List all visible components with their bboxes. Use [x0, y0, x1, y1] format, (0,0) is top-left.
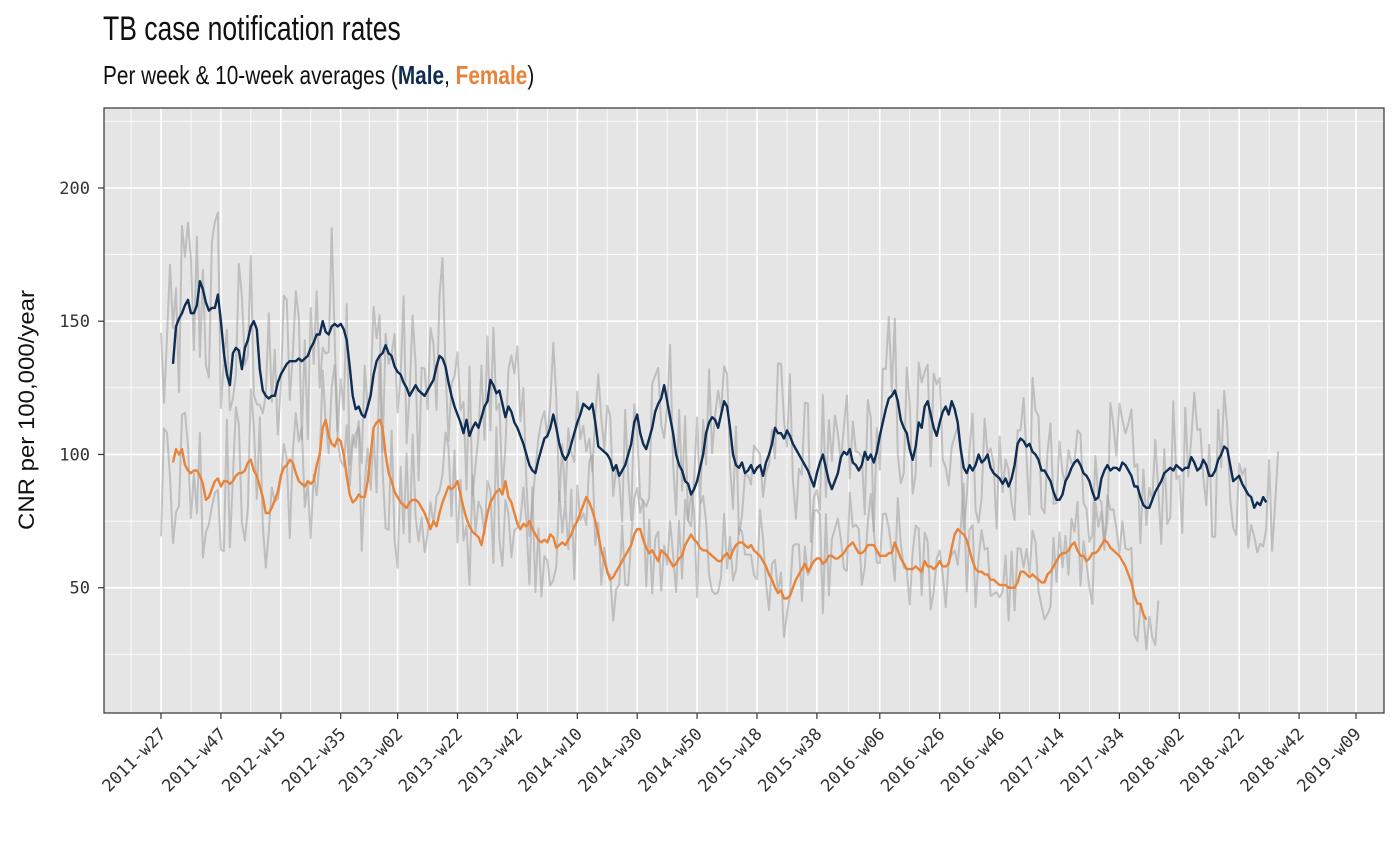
- x-axis: 2011-w272011-w472012-w152012-w352013-w02…: [98, 713, 1366, 796]
- x-tick-label: 2018-w22: [1177, 724, 1249, 796]
- x-tick-label: 2017-w34: [1057, 724, 1129, 796]
- x-tick-label: 2013-w42: [455, 724, 527, 796]
- x-tick-label: 2011-w47: [158, 724, 230, 796]
- weekly-lines: [160, 211, 1280, 651]
- subtitle-separator: ,: [444, 60, 456, 90]
- average-lines: [171, 280, 1268, 621]
- y-tick-label: 100: [59, 445, 90, 465]
- x-tick-label: 2014-w30: [575, 724, 647, 796]
- grid-major: [104, 108, 1384, 713]
- subtitle-female-label: Female: [455, 60, 528, 90]
- chart-subtitle: Per week & 10-week averages (Male, Femal…: [103, 60, 534, 91]
- y-axis-label: CNR per 100,000/year: [14, 290, 39, 530]
- average-line-male: [171, 280, 1268, 509]
- y-tick-label: 50: [70, 579, 90, 599]
- x-tick-label: 2015-w18: [694, 724, 766, 796]
- subtitle-suffix: ): [527, 60, 535, 90]
- x-tick-label: 2018-w02: [1117, 724, 1189, 796]
- plot-border: [103, 107, 1385, 714]
- x-tick-label: 2016-w06: [817, 724, 889, 796]
- weekly-line-female: [160, 353, 1160, 651]
- x-tick-label: 2014-w50: [635, 724, 707, 796]
- plot-panel: [104, 108, 1384, 713]
- x-tick-label: 2015-w38: [754, 724, 826, 796]
- subtitle-male-label: Male: [397, 60, 445, 90]
- x-tick-label: 2016-w46: [937, 724, 1009, 796]
- y-tick-label: 150: [59, 312, 90, 332]
- y-tick-label: 200: [59, 179, 90, 199]
- weekly-line-male: [160, 211, 1280, 554]
- subtitle-prefix: Per week & 10-week averages (: [103, 60, 398, 90]
- grid-minor: [104, 108, 1384, 713]
- y-axis: 50 100 150 200: [59, 179, 104, 599]
- x-tick-label: 2013-w22: [395, 724, 467, 796]
- x-tick-label: 2011-w27: [98, 724, 170, 796]
- x-tick-label: 2012-w15: [218, 724, 290, 796]
- average-line-female: [171, 418, 1148, 621]
- chart-title: TB case notification rates: [103, 10, 401, 48]
- x-tick-label: 2016-w26: [877, 724, 949, 796]
- x-tick-label: 2014-w10: [515, 724, 587, 796]
- x-tick-label: 2017-w14: [997, 724, 1069, 796]
